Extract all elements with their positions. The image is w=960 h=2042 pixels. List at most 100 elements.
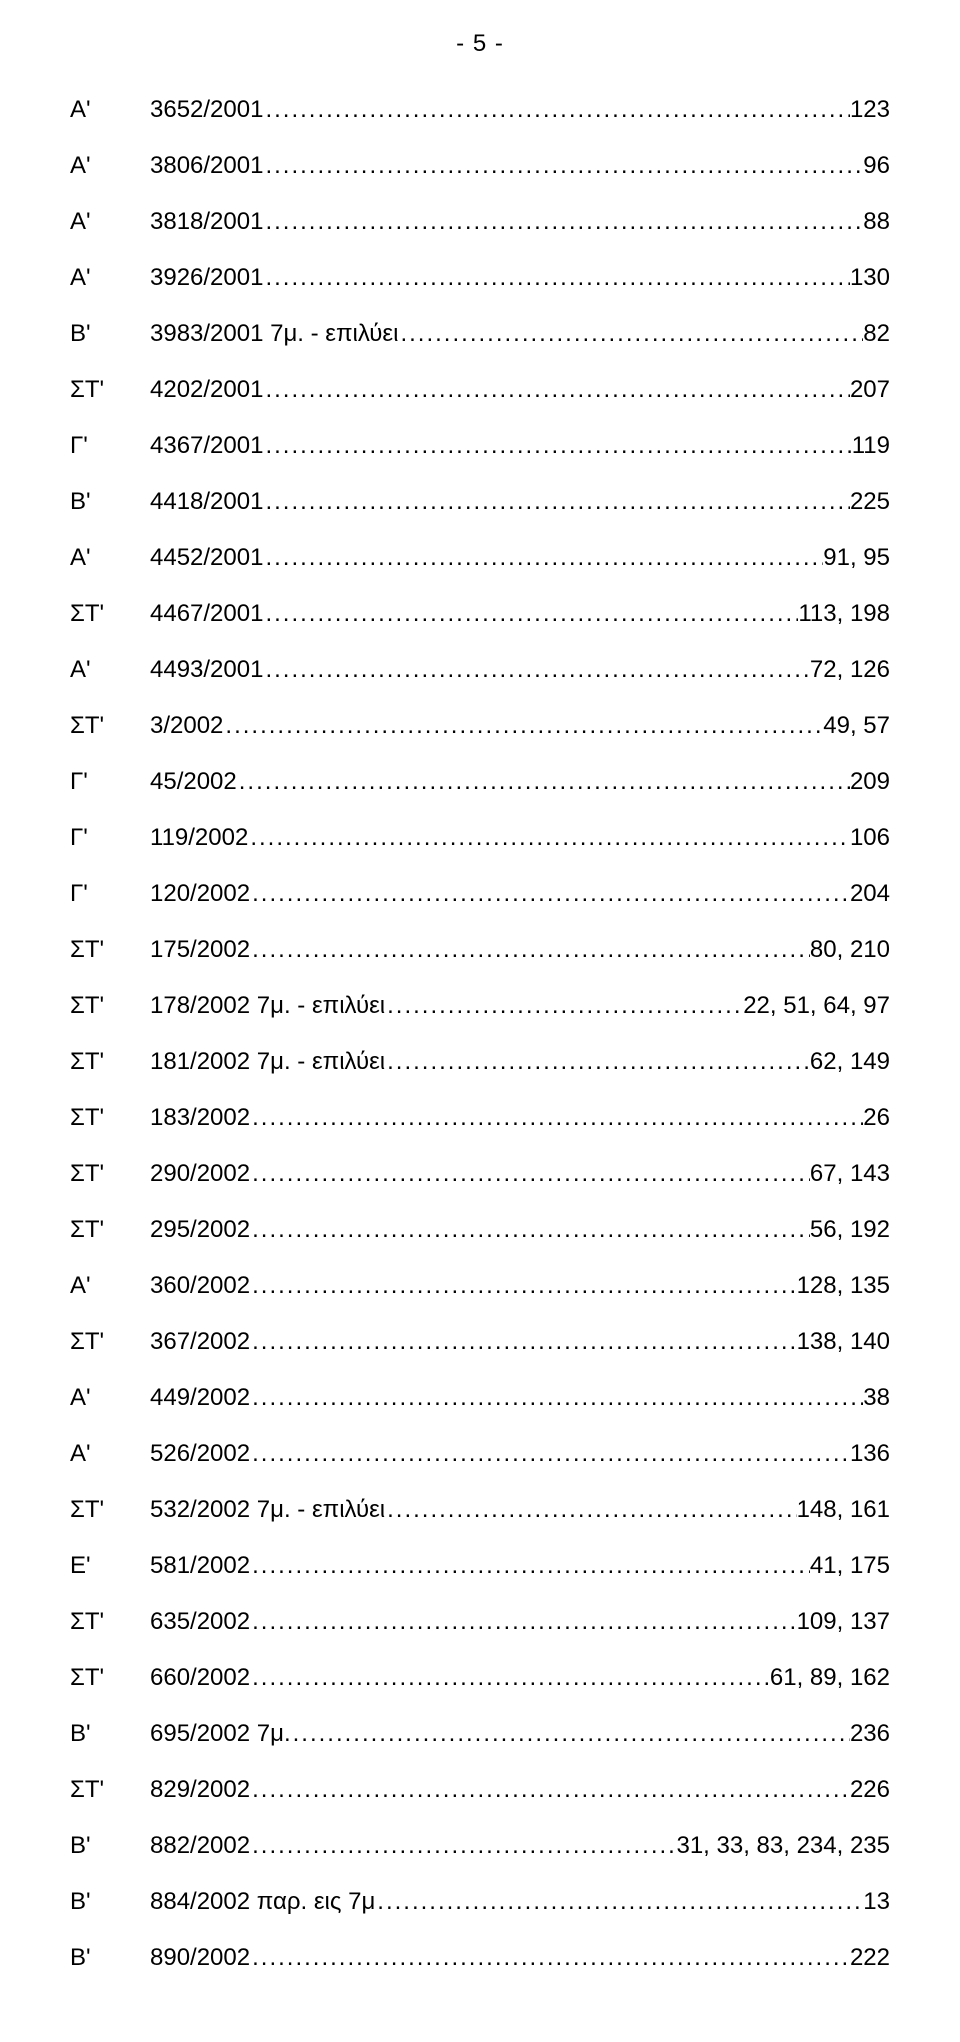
entry-label: 178/2002 7μ. - επιλύει [150, 994, 385, 1018]
entry-value: 119 [852, 434, 890, 458]
leader-dots: ........................................… [250, 1162, 810, 1186]
entry-label: 882/2002 [150, 1834, 250, 1858]
toc-entry: ΣΤ'635/2002.............................… [70, 1610, 890, 1634]
entry-label: 660/2002 [150, 1666, 250, 1690]
entry-prefix: ΣΤ' [70, 1330, 150, 1354]
toc-entry: ΣΤ'178/2002 7μ. - επιλύει...............… [70, 994, 890, 1018]
entry-value: 130 [850, 266, 890, 290]
entry-prefix: ΣΤ' [70, 1666, 150, 1690]
entry-value: 123 [850, 98, 890, 122]
toc-entry: Α'3926/2001.............................… [70, 266, 890, 290]
entry-value: 225 [850, 490, 890, 514]
entry-label: 884/2002 παρ. εις 7μ [150, 1890, 375, 1914]
toc-entry: Α'526/2002..............................… [70, 1442, 890, 1466]
leader-dots: ........................................… [398, 322, 863, 346]
entry-value: 236 [850, 1722, 890, 1746]
entry-prefix: ΣΤ' [70, 1218, 150, 1242]
entry-value: 128, 135 [797, 1274, 890, 1298]
toc-entry: ΣΤ'4467/2001............................… [70, 602, 890, 626]
entry-value: 88 [863, 210, 890, 234]
entry-value: 56, 192 [810, 1218, 890, 1242]
entry-value: 62, 149 [810, 1050, 890, 1074]
entry-label: 890/2002 [150, 1946, 250, 1970]
entry-prefix: ΣΤ' [70, 1778, 150, 1802]
entry-value: 26 [863, 1106, 890, 1130]
entry-prefix: Α' [70, 658, 150, 682]
entry-value: 207 [850, 378, 890, 402]
entry-prefix: Γ' [70, 826, 150, 850]
entry-prefix: ΣΤ' [70, 714, 150, 738]
toc-entry: Β'884/2002 παρ. εις 7μ..................… [70, 1890, 890, 1914]
entry-label: 119/2002 [150, 826, 248, 850]
toc-entry: ΣΤ'3/2002...............................… [70, 714, 890, 738]
entry-prefix: Γ' [70, 882, 150, 906]
entry-label: 532/2002 7μ. - επιλύει [150, 1498, 385, 1522]
entry-prefix: Α' [70, 546, 150, 570]
entry-prefix: Β' [70, 1834, 150, 1858]
leader-dots: ........................................… [263, 154, 863, 178]
toc-entry: Α'4452/2001.............................… [70, 546, 890, 570]
leader-dots: ........................................… [250, 1442, 850, 1466]
entry-value: 113, 198 [798, 602, 890, 626]
entry-label: 695/2002 7μ. [150, 1722, 291, 1746]
entry-value: 41, 175 [810, 1554, 890, 1578]
entry-prefix: Β' [70, 490, 150, 514]
entry-prefix: Α' [70, 1386, 150, 1410]
entry-label: 3818/2001 [150, 210, 263, 234]
entry-prefix: Α' [70, 210, 150, 234]
toc-entry: Α'449/2002..............................… [70, 1386, 890, 1410]
entry-label: 4493/2001 [150, 658, 263, 682]
entry-label: 526/2002 [150, 1442, 250, 1466]
entry-label: 3/2002 [150, 714, 223, 738]
entry-value: 209 [850, 770, 890, 794]
entry-value: 136 [850, 1442, 890, 1466]
entry-prefix: ΣΤ' [70, 1498, 150, 1522]
toc-entry: ΣΤ'175/2002.............................… [70, 938, 890, 962]
leader-dots: ........................................… [385, 1050, 810, 1074]
entry-value: 72, 126 [810, 658, 890, 682]
toc-entries: Α' 3652/2001.............................… [70, 98, 890, 1970]
entry-value: 226 [850, 1778, 890, 1802]
leader-dots: ........................................… [250, 1330, 796, 1354]
leader-dots: ........................................… [263, 434, 851, 458]
toc-entry: ΣΤ'829/2002.............................… [70, 1778, 890, 1802]
entry-label: 181/2002 7μ. - επιλύει [150, 1050, 385, 1074]
leader-dots: ........................................… [263, 658, 809, 682]
toc-entry: Γ'4367/2001.............................… [70, 434, 890, 458]
entry-value: 22, 51, 64, 97 [743, 994, 890, 1018]
entry-prefix: Α' [70, 1442, 150, 1466]
entry-value: 67, 143 [810, 1162, 890, 1186]
page-number: - 5 - [70, 30, 890, 58]
entry-label: 295/2002 [150, 1218, 250, 1242]
entry-value: 204 [850, 882, 890, 906]
toc-entry: Α'3652/2001.............................… [70, 98, 890, 122]
entry-label: 367/2002 [150, 1330, 250, 1354]
leader-dots: ........................................… [291, 1722, 850, 1746]
leader-dots: ........................................… [250, 1610, 796, 1634]
entry-prefix: ΣΤ' [70, 1162, 150, 1186]
leader-dots: ........................................… [250, 1274, 796, 1298]
toc-entry: Β'695/2002 7μ...........................… [70, 1722, 890, 1746]
entry-label: 4418/2001 [150, 490, 263, 514]
entry-value: 61, 89, 162 [770, 1666, 890, 1690]
entry-label: 3652/2001 [150, 98, 263, 122]
leader-dots: ........................................… [250, 1106, 863, 1130]
entry-prefix: ΣΤ' [70, 378, 150, 402]
entry-prefix: Α' [70, 1274, 150, 1298]
toc-entry: Ε'581/2002..............................… [70, 1554, 890, 1578]
entry-value: 82 [863, 322, 890, 346]
entry-prefix: Γ' [70, 434, 150, 458]
toc-entry: ΣΤ'367/2002.............................… [70, 1330, 890, 1354]
entry-label: 4202/2001 [150, 378, 263, 402]
entry-label: 45/2002 [150, 770, 237, 794]
entry-prefix: ΣΤ' [70, 938, 150, 962]
document-page: - 5 - Α' 3652/2001.......................… [0, 0, 960, 2042]
toc-entry: ΣΤ'4202/2001............................… [70, 378, 890, 402]
toc-entry: Β'4418/2001.............................… [70, 490, 890, 514]
entry-prefix: Γ' [70, 770, 150, 794]
entry-value: 80, 210 [810, 938, 890, 962]
leader-dots: ........................................… [250, 1946, 850, 1970]
leader-dots: ........................................… [263, 378, 850, 402]
leader-dots: ........................................… [248, 826, 850, 850]
toc-entry: Γ'120/2002..............................… [70, 882, 890, 906]
